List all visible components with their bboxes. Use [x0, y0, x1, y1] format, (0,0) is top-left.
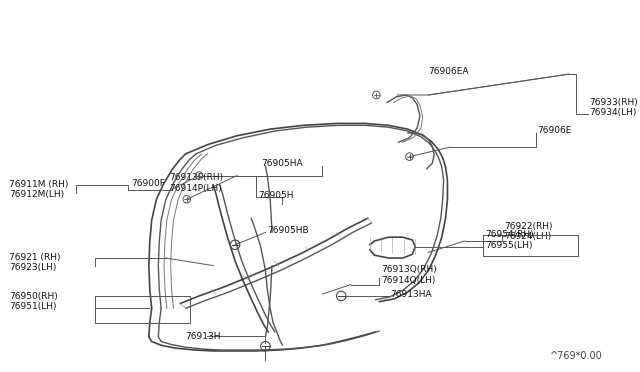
- Text: 76906E: 76906E: [538, 126, 572, 135]
- Text: 76913H: 76913H: [185, 332, 220, 341]
- Text: 76906EA: 76906EA: [429, 67, 469, 76]
- Text: 76900F: 76900F: [131, 179, 164, 187]
- Text: 76905HA: 76905HA: [262, 159, 303, 168]
- Text: 76905H: 76905H: [258, 191, 293, 200]
- Text: 76954(RH)
76955(LH): 76954(RH) 76955(LH): [485, 230, 534, 250]
- Text: 76921 (RH)
76923(LH): 76921 (RH) 76923(LH): [10, 253, 61, 272]
- Text: 76950(RH)
76951(LH): 76950(RH) 76951(LH): [10, 292, 58, 311]
- Text: 76913HA: 76913HA: [390, 289, 432, 299]
- Text: 76913P(RH)
76914P(LH): 76913P(RH) 76914P(LH): [169, 173, 223, 193]
- Text: 76911M (RH)
76912M(LH): 76911M (RH) 76912M(LH): [10, 180, 69, 199]
- Text: ^769*0.00: ^769*0.00: [550, 351, 603, 361]
- Text: 76922(RH)
76924(LH): 76922(RH) 76924(LH): [504, 222, 553, 241]
- Text: 76905HB: 76905HB: [268, 226, 309, 235]
- Text: 76913Q(RH)
76914Q(LH): 76913Q(RH) 76914Q(LH): [381, 265, 437, 285]
- Text: 76933(RH)
76934(LH): 76933(RH) 76934(LH): [589, 97, 638, 117]
